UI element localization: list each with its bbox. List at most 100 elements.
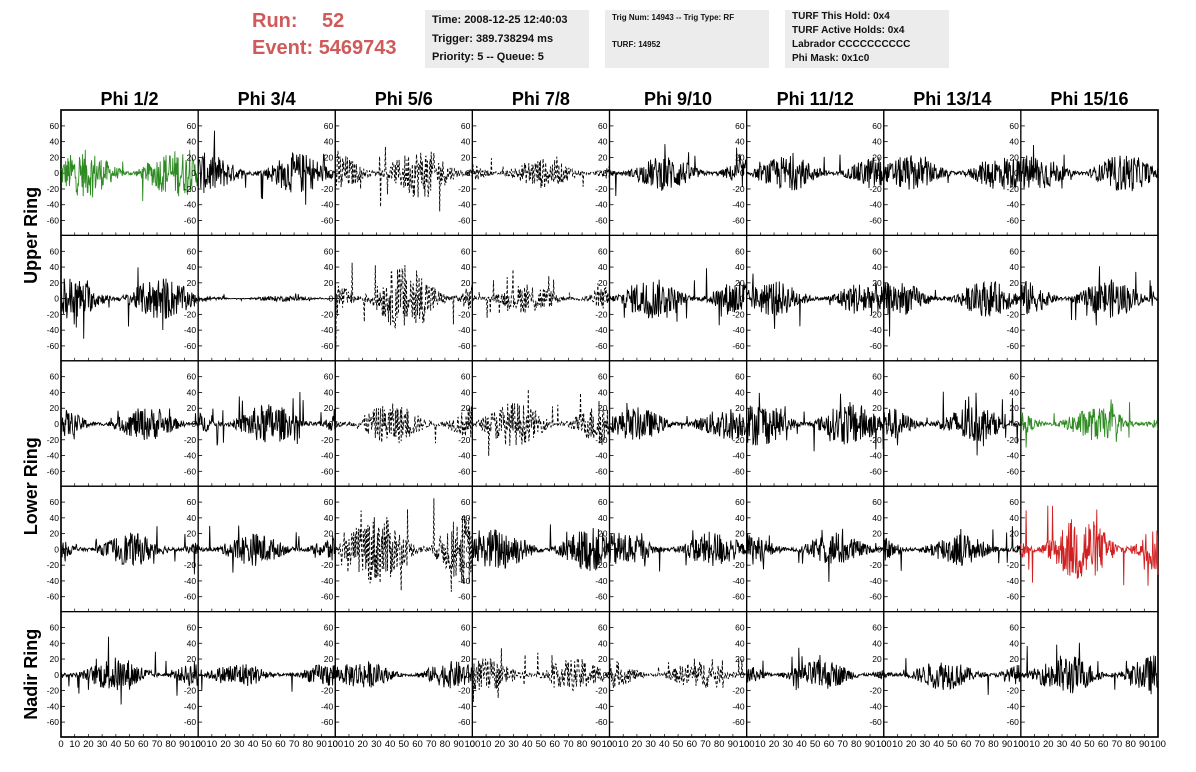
y-tick-label: 0 — [877, 670, 882, 680]
x-tick-label: 90 — [728, 739, 739, 750]
phi-mask-text: Phi Mask: 0x1c0 — [792, 53, 870, 64]
y-tick-label: -40 — [458, 576, 471, 586]
y-tick-label: 20 — [187, 278, 197, 288]
waveform-panel: -60 -40 -20 0 20 40 60 — [47, 360, 199, 487]
y-tick-label: 0 — [54, 168, 59, 178]
y-tick-label: 40 — [872, 137, 882, 147]
y-tick-label: -40 — [595, 576, 608, 586]
y-tick-label: 0 — [466, 670, 471, 680]
y-tick-label: -20 — [595, 560, 608, 570]
y-tick-label: -60 — [321, 592, 334, 602]
y-tick-label: -60 — [869, 466, 882, 476]
y-tick-label: 20 — [324, 278, 334, 288]
turf-this-hold-text: TURF This Hold: 0x4 — [792, 11, 890, 22]
y-tick-label: 40 — [598, 387, 608, 397]
y-tick-label: -40 — [732, 325, 745, 335]
y-tick-label: -20 — [184, 686, 197, 696]
y-tick-label: -60 — [1007, 466, 1020, 476]
y-tick-label: 20 — [1009, 152, 1019, 162]
y-tick-label: -40 — [47, 701, 60, 711]
y-tick-label: -20 — [321, 184, 334, 194]
y-tick-label: 20 — [735, 654, 745, 664]
y-tick-label: 0 — [877, 544, 882, 554]
y-tick-label: -60 — [595, 717, 608, 727]
x-tick-label: 10 — [344, 739, 355, 750]
waveform-trace — [883, 280, 1022, 337]
waveform-panel: -60 -40 -20 0 20 40 60 — [184, 485, 336, 613]
waveform-panel: -60 -40 -20 0 20 40 60 — [869, 109, 1022, 237]
y-tick-label: 0 — [603, 168, 608, 178]
y-tick-label: 40 — [872, 638, 882, 648]
waveform-trace — [471, 156, 610, 192]
y-tick-label: -20 — [1007, 686, 1020, 696]
y-tick-label: -40 — [184, 701, 197, 711]
y-tick-label: 60 — [872, 622, 882, 632]
x-tick-label: 10 — [618, 739, 629, 750]
y-tick-label: 60 — [598, 372, 608, 382]
y-tick-label: 60 — [1009, 622, 1019, 632]
y-tick-label: 60 — [735, 497, 745, 507]
y-tick-label: -40 — [458, 701, 471, 711]
y-tick-label: 60 — [50, 372, 60, 382]
y-tick-label: -20 — [1007, 184, 1020, 194]
y-tick-label: -20 — [1007, 309, 1020, 319]
y-tick-label: -20 — [458, 184, 471, 194]
y-tick-label: 20 — [598, 403, 608, 413]
y-tick-label: 0 — [54, 294, 59, 304]
waveform-panel: -60 -40 -20 0 20 40 60 — [458, 485, 611, 613]
y-tick-label: 20 — [50, 403, 60, 413]
y-tick-label: -60 — [732, 466, 745, 476]
x-tick-label: 20 — [906, 739, 917, 750]
y-tick-label: 40 — [1009, 387, 1019, 397]
waveform-trace — [609, 402, 747, 440]
run-line: Run: 52 — [252, 8, 397, 35]
waveform-panel: -60 -40 -20 0 20 40 60 — [595, 610, 748, 738]
y-tick-label: -20 — [47, 686, 60, 696]
y-tick-label: 40 — [735, 513, 745, 523]
waveform-trace — [60, 267, 199, 339]
x-tick-label: 20 — [632, 739, 643, 750]
y-tick-label: -40 — [595, 701, 608, 711]
y-tick-label: -20 — [732, 184, 745, 194]
y-tick-label: 0 — [740, 294, 745, 304]
panel-border — [471, 109, 611, 237]
x-tick-label: 100 — [1013, 739, 1029, 750]
y-tick-label: -60 — [595, 466, 608, 476]
column-header: Phi 15/16 — [1050, 89, 1128, 109]
y-tick-label: 0 — [603, 670, 608, 680]
waveform-panel: -60 -40 -20 0 20 40 60 — [732, 485, 885, 613]
y-tick-label: 40 — [598, 513, 608, 523]
y-tick-label: -60 — [595, 216, 608, 226]
x-tick-label: 70 — [700, 739, 711, 750]
y-tick-label: 40 — [324, 387, 334, 397]
y-tick-label: 20 — [1009, 403, 1019, 413]
y-tick-label: -40 — [595, 200, 608, 210]
waveform-panel: -60 -40 -20 0 20 40 60 — [869, 234, 1022, 362]
labrador-text: Labrador CCCCCCCCCC — [792, 39, 911, 50]
y-tick-label: 0 — [740, 670, 745, 680]
y-tick-label: -60 — [184, 216, 197, 226]
x-tick-label: 20 — [220, 739, 231, 750]
waveform-panel: -60 -40 -20 0 20 40 60 — [732, 109, 885, 237]
y-tick-label: 20 — [872, 403, 882, 413]
y-tick-label: 40 — [872, 262, 882, 272]
y-tick-label: 20 — [187, 152, 197, 162]
y-tick-label: 0 — [191, 670, 196, 680]
y-tick-label: 0 — [191, 294, 196, 304]
y-tick-label: -40 — [321, 576, 334, 586]
x-tick-label: 60 — [549, 739, 560, 750]
y-tick-label: -40 — [47, 451, 60, 461]
y-tick-label: -60 — [595, 592, 608, 602]
y-tick-label: 0 — [329, 294, 334, 304]
y-tick-label: -40 — [458, 325, 471, 335]
x-tick-label: 30 — [782, 739, 793, 750]
y-tick-label: -20 — [869, 560, 882, 570]
x-tick-label: 0 — [881, 739, 886, 750]
y-tick-label: 20 — [872, 152, 882, 162]
waveform-panel: -60 -40 -20 0 20 40 60 — [595, 234, 748, 362]
waveform-trace — [746, 647, 885, 691]
y-tick-label: 20 — [324, 152, 334, 162]
waveform-panel: -60 -40 -20 0 20 40 60 — [869, 360, 1022, 487]
column-header: Phi 5/6 — [375, 89, 433, 109]
y-tick-label: -60 — [184, 592, 197, 602]
